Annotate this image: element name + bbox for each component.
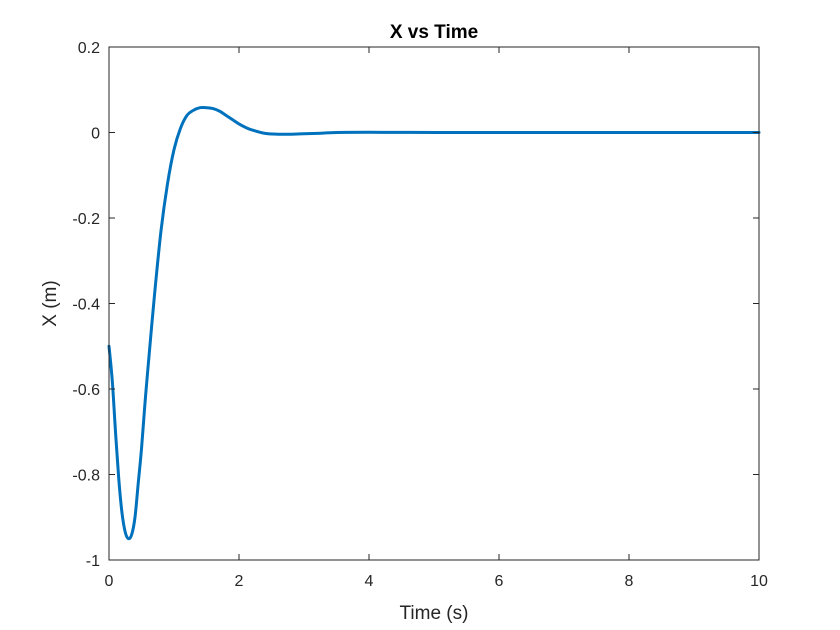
chart-title: X vs Time bbox=[390, 22, 478, 43]
y-tick-label: -0.8 bbox=[72, 468, 100, 485]
y-tick-label: -1 bbox=[86, 553, 100, 570]
x-tick-label: 0 bbox=[105, 573, 114, 590]
y-axis-label: X (m) bbox=[40, 280, 61, 326]
y-axis: -1 -0.8 -0.6 -0.4 -0.2 0 0.2 bbox=[72, 40, 759, 570]
y-tick-label: 0 bbox=[91, 126, 100, 143]
y-tick-label: -0.6 bbox=[72, 382, 100, 399]
x-tick-label: 10 bbox=[750, 573, 768, 590]
series-layer bbox=[107, 105, 761, 541]
x-axis: 0 2 4 6 8 10 bbox=[105, 47, 768, 590]
x-tick-label: 2 bbox=[235, 573, 244, 590]
y-tick-label: -0.2 bbox=[72, 211, 100, 228]
y-tick-label: -0.4 bbox=[72, 297, 100, 314]
x-tick-label: 8 bbox=[625, 573, 634, 590]
plot-area bbox=[109, 47, 759, 560]
x-tick-label: 4 bbox=[365, 573, 374, 590]
x-axis-label: Time (s) bbox=[400, 603, 469, 624]
series-line bbox=[107, 105, 761, 541]
y-tick-label: 0.2 bbox=[78, 40, 100, 57]
x-tick-label: 6 bbox=[495, 573, 504, 590]
